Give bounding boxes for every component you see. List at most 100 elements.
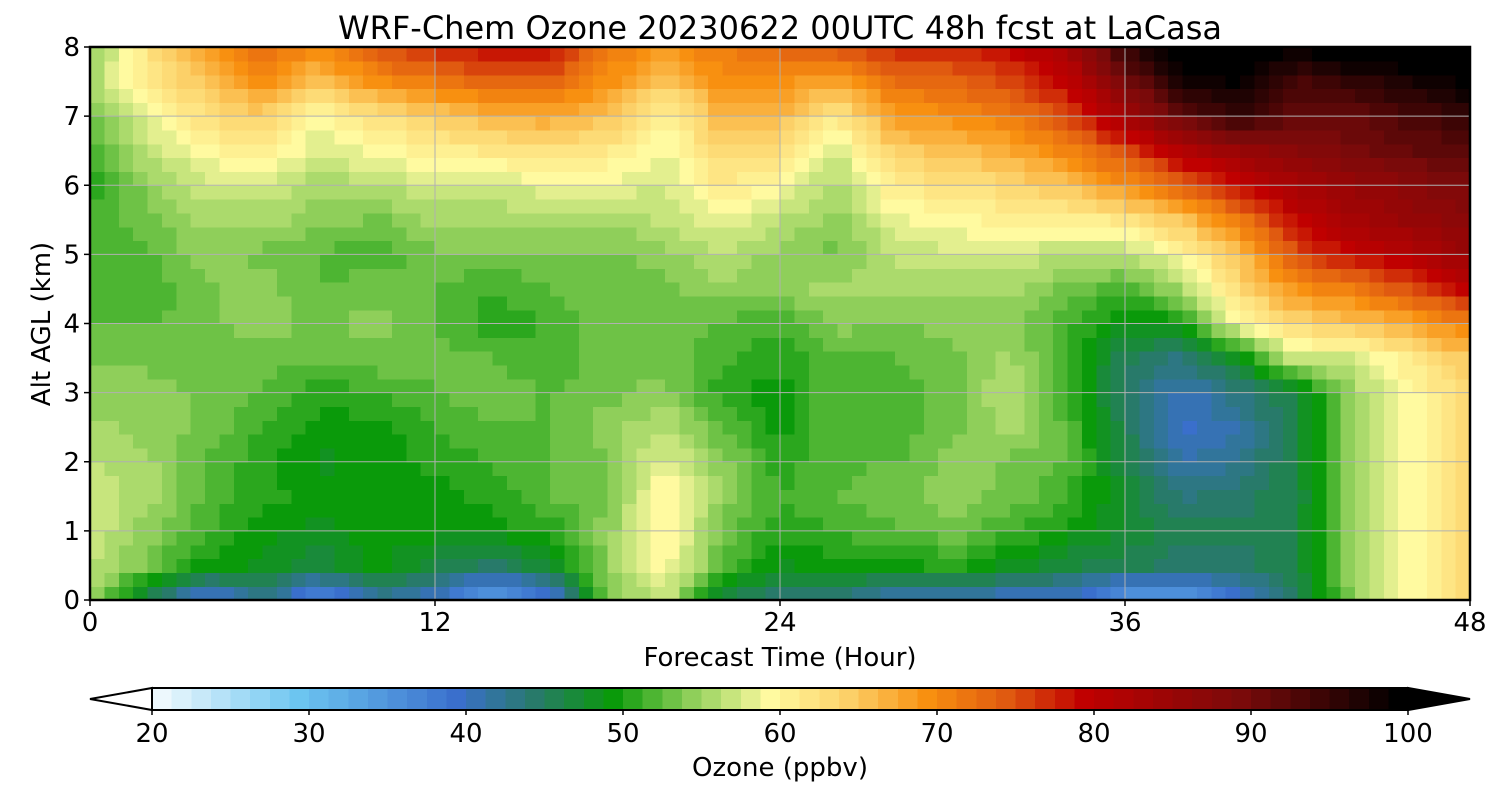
heatmap-cell [708,323,724,338]
heatmap-cell [564,102,580,117]
heatmap-cell [463,489,479,504]
heatmap-cell [377,475,393,490]
heatmap-cell [722,461,738,477]
heatmap-cell [1081,88,1097,103]
heatmap-cell [276,364,292,380]
heatmap-cell [1139,364,1155,380]
heatmap-cell [923,475,939,490]
heatmap-cell [190,378,206,394]
heatmap-cell [938,254,954,269]
heatmap-cell [391,406,407,421]
heatmap-cell [708,295,724,311]
heatmap-cell [1153,171,1169,186]
heatmap-cell [1168,337,1184,352]
heatmap-cell [1125,351,1140,366]
heatmap-cell [305,364,321,380]
heatmap-cell [1412,254,1428,269]
heatmap-cell [377,47,393,62]
heatmap-cell [1139,60,1155,76]
heatmap-cell [262,530,278,546]
heatmap-cell [1125,282,1140,297]
heatmap-cell [736,503,752,518]
heatmap-cell [1139,102,1155,117]
heatmap-cell [276,572,292,587]
heatmap-cell [320,309,335,325]
heatmap-cell [1196,434,1212,449]
heatmap-cell [161,226,177,242]
heatmap-cell [995,199,1011,214]
heatmap-cell [1139,558,1155,573]
heatmap-cell [1024,586,1040,601]
heatmap-cell [851,489,867,504]
heatmap-cell [1297,171,1313,186]
heatmap-cell [593,475,609,490]
heatmap-cell [751,157,767,173]
heatmap-cell [406,337,422,352]
heatmap-cell [233,447,249,463]
heatmap-cell [147,461,163,477]
heatmap-cell [190,558,206,573]
heatmap-cell [334,74,350,90]
heatmap-cell [636,475,652,490]
heatmap-cell [1196,129,1212,145]
heatmap-cell [1355,295,1370,311]
heatmap-cell [1010,129,1025,145]
heatmap-cell [391,88,407,103]
heatmap-cell [291,199,307,214]
heatmap-cell [1110,378,1126,394]
heatmap-cell [506,530,522,546]
heatmap-cell [1110,74,1126,90]
heatmap-cell [348,406,364,421]
heatmap-cell [780,530,795,546]
heatmap-cell [478,434,494,449]
heatmap-cell [1196,572,1212,587]
heatmap-cell [449,530,465,546]
heatmap-cell [693,60,709,76]
heatmap-cell [506,129,522,145]
heatmap-cell [952,392,968,408]
heatmap-cell [262,185,278,200]
heatmap-cell [1398,116,1414,131]
heatmap-cell [1326,544,1342,560]
heatmap-cell [1110,143,1126,159]
heatmap-cell [1225,212,1241,228]
heatmap-cell [363,517,379,532]
heatmap-cell [880,74,896,90]
heatmap-cell [1081,378,1097,394]
heatmap-cell [1153,282,1169,297]
heatmap-cell [1412,129,1428,145]
heatmap-cell [133,309,149,325]
heatmap-cell [435,378,450,394]
heatmap-cell [780,503,795,518]
heatmap-cell [478,268,494,283]
heatmap-cell [708,351,724,366]
heatmap-cell [1355,157,1370,173]
heatmap-cell [722,60,738,76]
heatmap-cell [1038,295,1054,311]
heatmap-cell [981,226,997,242]
heatmap-cell [320,337,335,352]
heatmap-cell [1053,323,1069,338]
heatmap-cell [276,351,292,366]
heatmap-cell [578,47,594,62]
heatmap-cell [1125,171,1140,186]
heatmap-cell [334,572,350,587]
heatmap-cell [1355,378,1370,394]
heatmap-cell [1240,337,1255,352]
heatmap-cell [923,337,939,352]
heatmap-cell [1081,406,1097,421]
heatmap-cell [449,517,465,532]
heatmap-cell [1053,102,1069,117]
heatmap-cell [708,392,724,408]
heatmap-cell [535,517,551,532]
heatmap-cell [1340,517,1356,532]
heatmap-cell [564,517,580,532]
heatmap-cell [334,116,350,131]
heatmap-cell [607,309,623,325]
heatmap-cell [866,364,882,380]
heatmap-cell [550,351,565,366]
heatmap-cell [406,226,422,242]
heatmap-cell [794,364,810,380]
heatmap-cell [406,351,422,366]
heatmap-cell [1268,544,1284,560]
